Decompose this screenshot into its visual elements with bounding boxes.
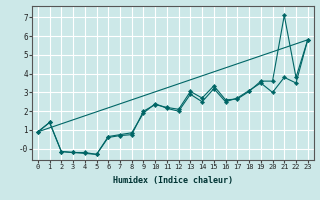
X-axis label: Humidex (Indice chaleur): Humidex (Indice chaleur) <box>113 176 233 185</box>
